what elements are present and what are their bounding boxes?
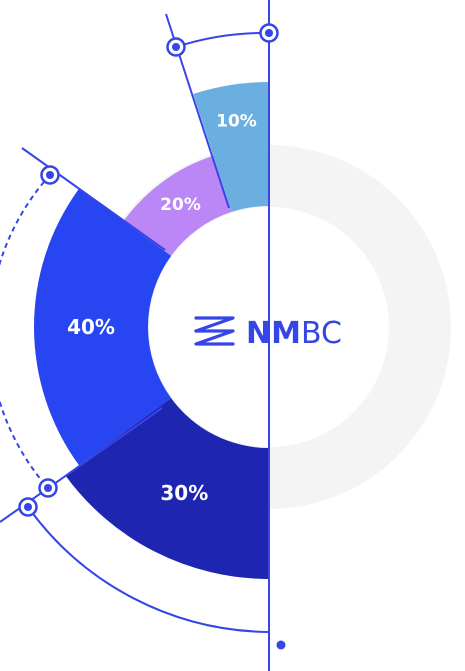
guide-dot-bottom (276, 640, 286, 650)
slice-30 (65, 398, 269, 579)
brand-logo: NMBC (194, 316, 342, 351)
guide-dot-top-right-center (265, 29, 273, 37)
guide-line-left (21, 147, 166, 251)
slice-label-30: 30% (160, 481, 208, 505)
slice-label-40: 40% (67, 315, 115, 339)
guide-dot-left-lower-center (44, 484, 52, 492)
brand-name-bold: NM (246, 316, 301, 351)
chart-slices (33, 82, 269, 579)
guide-dot-left-upper-center (46, 171, 54, 179)
brand-name: NMBC (246, 316, 342, 351)
outer-arc-dashed (0, 174, 51, 489)
slice-10 (193, 82, 269, 212)
slice-40 (33, 188, 172, 466)
zz-wave-icon (194, 316, 235, 346)
guide-dot-top-left-center (172, 43, 180, 51)
guide-dot-bottom-left-center (24, 503, 32, 511)
slice-labels: 10% 20% 40% 30% (67, 112, 257, 506)
slice-label-20: 20% (160, 195, 201, 215)
guide-dots (18, 23, 286, 650)
slice-20 (123, 155, 232, 256)
outer-arc-bottom (27, 506, 270, 633)
brand-name-light: BC (301, 316, 342, 351)
outer-arc-top (175, 31, 270, 48)
slice-label-10: 10% (216, 112, 257, 132)
